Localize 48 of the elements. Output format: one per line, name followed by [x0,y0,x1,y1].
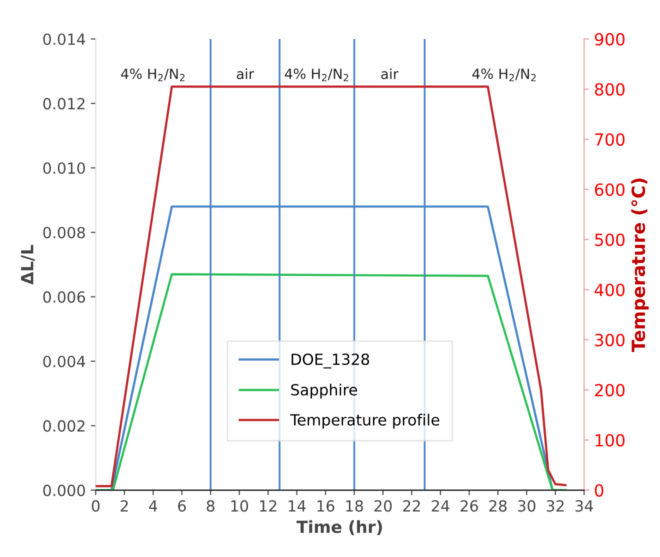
x-tick-label: 30 [518,500,536,512]
x-tick-label: 32 [546,500,564,512]
x-tick-label: 16 [317,500,334,512]
annotation: 4% H$_{2}$/N$_{2}$ [284,68,348,82]
y-tick-label: 0.002 [43,420,84,432]
x-tick-label: 12 [260,500,276,512]
y2-tick-label: 400 [594,284,625,296]
x-tick-label: 24 [432,500,450,512]
annotation: 4% H$_{2}$/N$_{2}$ [472,68,536,82]
x-tick-label: 6 [178,500,186,512]
y2-tick-label: 500 [595,233,625,246]
y-tick-label: 0.004 [43,356,86,368]
annotation: air [236,68,254,80]
y-tick-label: 0.000 [43,484,85,496]
y-tick-label: 0.006 [43,291,86,303]
x-axis-title: Time (hr) [296,520,382,536]
y-tick-label: 0.008 [43,226,85,238]
x-tick-label: 34 [576,500,593,512]
x-tick-label: 8 [206,500,214,512]
line-series [96,86,567,488]
y2-tick-label: 800 [594,83,625,96]
x-tick-label: 22 [403,500,420,512]
y2-tick-label: 0 [594,484,604,497]
x-tick-label: 26 [460,500,478,512]
y2-axis-title: Temperature (°C) [631,178,649,352]
x-tick-label: 18 [346,500,363,512]
legend-label: Sapphire [291,384,358,399]
y2-tick-label: 900 [594,32,625,46]
y2-tick-label: 200 [595,384,625,396]
x-tick-label: 0 [92,500,100,512]
y-tick-label: 0.014 [43,33,86,46]
annotation: 4% H$_{2}$/N$_{2}$ [121,68,184,82]
legend-label: DOE_1328 [292,354,370,368]
x-tick-label: 4 [149,500,158,512]
legend-label: Temperature profile [290,414,440,429]
x-tick-label: 20 [374,500,392,512]
y2-tick-label: 600 [594,183,625,196]
y2-tick-label: 300 [595,334,625,346]
y2-tick-label: 100 [596,434,625,447]
x-tick-label: 2 [120,500,128,512]
y2-tick-label: 700 [595,133,625,146]
y-tick-label: 0.010 [43,162,85,174]
x-tick-label: 10 [231,500,248,512]
x-tick-label: 14 [288,500,306,512]
y-tick-label: 0.012 [43,98,84,110]
y-axis-title: ΔL/L [21,244,35,285]
x-tick-label: 28 [489,500,507,512]
annotation: air [381,68,398,80]
